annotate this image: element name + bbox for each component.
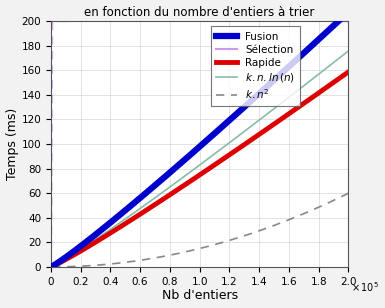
Legend: Fusion, Sélection, Rapide, $k.n.ln\,(n)$, $k.n^2$: Fusion, Sélection, Rapide, $k.n.ln\,(n)$… [211, 26, 300, 106]
Y-axis label: Temps (ms): Temps (ms) [5, 108, 18, 180]
X-axis label: Nb d'entiers: Nb d'entiers [162, 290, 238, 302]
Text: $\times\,10^5$: $\times\,10^5$ [352, 281, 380, 294]
Title: en fonction du nombre d'entiers à trier: en fonction du nombre d'entiers à trier [84, 6, 315, 18]
